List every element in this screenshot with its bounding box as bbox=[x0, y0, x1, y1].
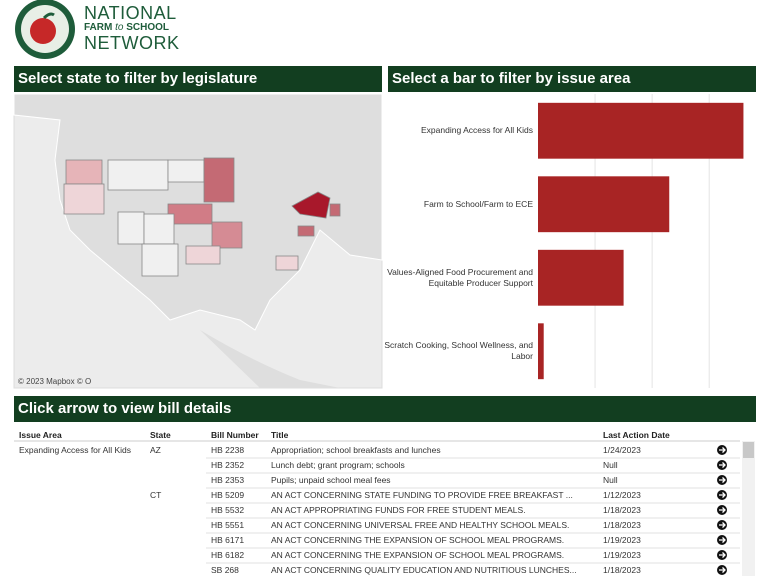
cell-title: AN ACT CONCERNING THE EXPANSION OF SCHOO… bbox=[271, 535, 565, 545]
cell-title: AN ACT CONCERNING THE EXPANSION OF SCHOO… bbox=[271, 550, 565, 560]
arrow-glyph bbox=[719, 492, 726, 498]
cell-bill: HB 5532 bbox=[211, 505, 245, 515]
panel-title: Select a bar to filter by issue area bbox=[388, 66, 756, 92]
cell-bill: HB 2238 bbox=[211, 445, 245, 455]
state-ok[interactable] bbox=[185, 245, 221, 265]
state-ny[interactable] bbox=[291, 191, 331, 219]
state-mt[interactable] bbox=[107, 159, 169, 191]
column-header: Title bbox=[271, 430, 289, 440]
state-nd[interactable] bbox=[167, 159, 205, 183]
state-nm[interactable] bbox=[141, 243, 179, 277]
logo-text-1: NATIONAL bbox=[84, 3, 177, 23]
state-ne[interactable] bbox=[167, 203, 213, 225]
logo-word: to bbox=[115, 22, 124, 33]
bar[interactable] bbox=[538, 323, 544, 380]
land-south bbox=[200, 330, 340, 388]
cell-title: AN ACT APPROPRIATING FUNDS FOR FREE STUD… bbox=[271, 505, 526, 515]
state-mn[interactable] bbox=[203, 157, 235, 203]
logo-leaf bbox=[42, 12, 55, 20]
cell-title: Pupils; unpaid school meal fees bbox=[271, 475, 391, 485]
column-header: Issue Area bbox=[19, 430, 62, 440]
state-wa[interactable] bbox=[65, 159, 103, 185]
cell-date: 1/12/2023 bbox=[603, 490, 641, 500]
arrow-glyph bbox=[719, 537, 726, 543]
cell-bill: HB 6182 bbox=[211, 550, 245, 560]
cell-date: 1/19/2023 bbox=[603, 535, 641, 545]
cell-date: 1/18/2023 bbox=[603, 505, 641, 515]
cell-bill: HB 2353 bbox=[211, 475, 245, 485]
states bbox=[63, 157, 341, 277]
bar[interactable] bbox=[538, 249, 624, 306]
cell-title: AN ACT CONCERNING STATE FUNDING TO PROVI… bbox=[271, 490, 573, 500]
cell-bill: HB 2352 bbox=[211, 460, 245, 470]
cell-date: Null bbox=[603, 475, 618, 485]
cell-title: AN ACT CONCERNING UNIVERSAL FREE AND HEA… bbox=[271, 520, 570, 530]
cell-date: 1/19/2023 bbox=[603, 550, 641, 560]
state-ma[interactable] bbox=[329, 203, 341, 217]
cell-bill: SB 268 bbox=[211, 565, 239, 575]
logo-word: FARM bbox=[84, 22, 113, 33]
column-header: Last Action Date bbox=[603, 430, 670, 440]
logo-word: SCHOOL bbox=[126, 22, 170, 33]
arrow-glyph bbox=[719, 477, 726, 483]
cell-date: 1/24/2023 bbox=[603, 445, 641, 455]
arrow-glyph bbox=[719, 567, 726, 573]
logo-apple bbox=[30, 18, 56, 44]
cell-bill: HB 6171 bbox=[211, 535, 245, 545]
state-sc[interactable] bbox=[275, 255, 299, 271]
logo-text-3: NETWORK bbox=[84, 33, 180, 53]
state-or[interactable] bbox=[63, 183, 105, 215]
arrow-glyph bbox=[719, 507, 726, 513]
state-md[interactable] bbox=[297, 225, 315, 237]
logo-text-2: FARM to SCHOOL bbox=[84, 22, 169, 34]
scroll-thumb[interactable] bbox=[743, 442, 754, 458]
map-attribution: © 2023 Mapbox © O bbox=[18, 377, 92, 386]
cell-date: 1/18/2023 bbox=[603, 520, 641, 530]
arrow-glyph bbox=[719, 447, 726, 453]
cell-state: AZ bbox=[150, 445, 161, 455]
cell-state: CT bbox=[150, 490, 162, 500]
category-label: Expanding Access for All Kids bbox=[421, 125, 533, 136]
category-label: Scratch Cooking, School Wellness, and La… bbox=[384, 340, 533, 362]
category-label: Farm to School/Farm to ECE bbox=[423, 198, 533, 209]
category-label: Values-Aligned Food Procurement and Equi… bbox=[387, 266, 533, 288]
cell-title: AN ACT CONCERNING QUALITY EDUCATION AND … bbox=[271, 565, 577, 575]
arrow-glyph bbox=[719, 552, 726, 558]
state-co[interactable] bbox=[143, 213, 175, 245]
panel-title: Select state to filter by legislature bbox=[14, 66, 382, 92]
table-rows bbox=[206, 445, 740, 575]
column-header: State bbox=[150, 430, 171, 440]
bar[interactable] bbox=[538, 176, 670, 233]
arrow-glyph bbox=[719, 522, 726, 528]
cell-title: Lunch debt; grant program; schools bbox=[271, 460, 405, 470]
cell-title: Appropriation; school breakfasts and lun… bbox=[271, 445, 441, 455]
cell-date: 1/18/2023 bbox=[603, 565, 641, 575]
cell-bill: HB 5209 bbox=[211, 490, 245, 500]
state-mo[interactable] bbox=[211, 221, 243, 249]
bar[interactable] bbox=[538, 102, 744, 159]
cell-bill: HB 5551 bbox=[211, 520, 245, 530]
cell-date: Null bbox=[603, 460, 618, 470]
panel-title: Click arrow to view bill details bbox=[14, 396, 756, 422]
arrow-glyph bbox=[719, 462, 726, 468]
chart bbox=[538, 94, 744, 388]
column-header: Bill Number bbox=[211, 430, 259, 440]
scrollbar[interactable] bbox=[742, 441, 755, 576]
cell-issue: Expanding Access for All Kids bbox=[19, 445, 131, 455]
state-ut[interactable] bbox=[117, 211, 145, 245]
